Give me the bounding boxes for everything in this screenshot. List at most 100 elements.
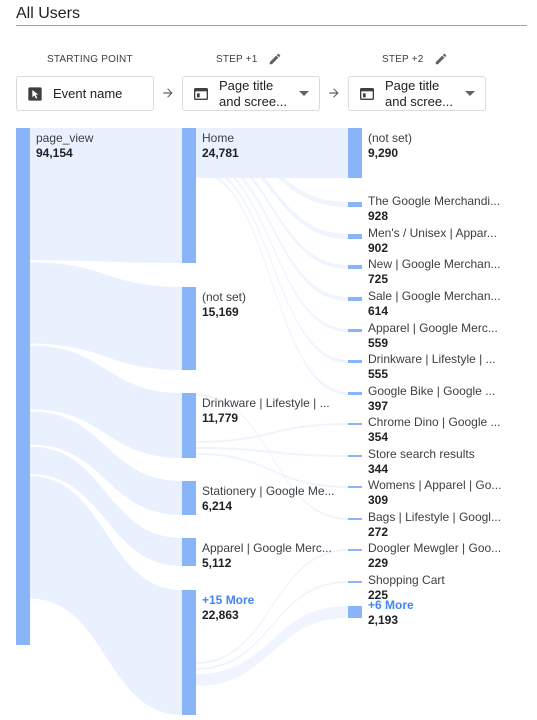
segment-title: All Users: [16, 5, 81, 22]
step-2-node-value: 225: [368, 588, 389, 602]
step-2-node-value: 397: [368, 399, 389, 413]
step-2-node-label: Men's / Unisex | Appar...: [368, 226, 497, 240]
step-2-node-label: Womens | Apparel | Go...: [368, 478, 502, 492]
cursor-icon: [28, 86, 42, 101]
step-1-node-label: Apparel | Google Merc...: [202, 541, 332, 555]
flow-ribbon: [196, 164, 348, 363]
step-2-node-bar[interactable]: [348, 423, 362, 425]
step-1-dimension-label: Page title and scree...: [219, 77, 287, 109]
step-2-node-label: Sale | Google Merchan...: [368, 289, 501, 303]
step-1-node-value: 11,779: [202, 411, 239, 425]
step-2-node-label: The Google Merchandi...: [368, 194, 501, 208]
step-1-node-bar[interactable]: [182, 128, 196, 263]
flow-ribbon: [196, 423, 348, 443]
start-node-value: 94,154: [36, 146, 73, 160]
step-1-dimension-selector[interactable]: Page title and scree...: [182, 76, 320, 111]
segment-divider: [16, 25, 527, 26]
column-label-step-2: STEP +2: [382, 54, 424, 65]
step-2-node-bar[interactable]: [348, 518, 362, 520]
step-2-node-label: Bags | Lifestyle | Googl...: [368, 510, 501, 524]
step-2-node-value: 229: [368, 556, 389, 570]
step-1-node-label: (not set): [202, 290, 247, 304]
step-2-more-link[interactable]: +6 More: [368, 598, 414, 612]
step-2-node-label: Doogler Mewgler | Goo...: [368, 541, 502, 555]
step-2-node-bar[interactable]: [348, 455, 362, 457]
step-1-node-bar[interactable]: [182, 590, 196, 715]
step-2-node-label: Shopping Cart: [368, 573, 445, 587]
step-2-node-label: Drinkware | Lifestyle | ...: [368, 352, 496, 366]
step-1-node-bar[interactable]: [182, 538, 196, 566]
step-2-dimension-label: Page title and scree...: [385, 77, 453, 109]
start-node-bar[interactable]: [16, 128, 30, 645]
step-1-node-bar[interactable]: [182, 393, 196, 458]
step-2-node-bar[interactable]: [348, 360, 362, 363]
step-1-node-label: Stationery | Google Me...: [202, 484, 335, 498]
step-1-node-bar[interactable]: [182, 481, 196, 515]
flow-ribbon: [196, 170, 348, 395]
starting-point-dimension-selector[interactable]: Event name: [16, 76, 154, 111]
page-icon: [194, 87, 208, 100]
flow-ribbon: [196, 549, 348, 664]
flow-ribbon: [196, 128, 348, 178]
flow-ribbon: [196, 158, 348, 332]
step-2-dimension-selector[interactable]: Page title and scree...: [348, 76, 486, 111]
step-2-node-bar[interactable]: [348, 128, 362, 178]
step-1-node-label: Home: [202, 131, 235, 145]
column-label-step-1: STEP +1: [216, 54, 258, 65]
arrow-right-icon: [163, 88, 173, 98]
flow-ribbon: [196, 134, 348, 207]
step-2-node-label: Google Bike | Google ...: [368, 384, 496, 398]
step-1-node-label: Drinkware | Lifestyle | ...: [202, 396, 330, 410]
step-1-node-value: 6,214: [202, 499, 233, 513]
step-2-node-value: 354: [368, 430, 389, 444]
step-2-node-value: 614: [368, 304, 389, 318]
dropdown-caret-icon: [465, 91, 475, 96]
step-2-node-bar[interactable]: [348, 549, 362, 551]
flow-ribbon: [196, 152, 348, 301]
step-2-node-bar[interactable]: [348, 297, 362, 301]
page-icon: [360, 87, 374, 100]
flow-ribbon: [196, 606, 348, 686]
step-2-node-label: (not set): [368, 131, 413, 145]
step-2-node-bar[interactable]: [348, 581, 362, 583]
flow-ribbon: [30, 411, 182, 515]
flow-ribbon: [196, 146, 348, 269]
step-2-node-value: 725: [368, 272, 389, 286]
column-label-starting-point: STARTING POINT: [47, 54, 133, 65]
step-2-node-bar[interactable]: [348, 234, 362, 239]
flow-ribbon: [196, 581, 348, 670]
step-2-node-value: 928: [368, 209, 389, 223]
edit-step-1-pencil-icon[interactable]: [268, 52, 282, 66]
flow-ribbon: [30, 345, 182, 458]
step-2-node-label: Apparel | Google Merc...: [368, 321, 498, 335]
step-2-node-value: 309: [368, 493, 389, 507]
step-1-node-bar[interactable]: [182, 287, 196, 370]
arrow-right-icon: [329, 88, 339, 98]
step-1-node-value: 24,781: [202, 146, 239, 160]
step-2-node-bar[interactable]: [348, 265, 362, 269]
flow-ribbon: [196, 447, 348, 457]
flow-ribbon: [196, 140, 348, 239]
flow-ribbon: [30, 476, 182, 715]
step-2-node-value: 559: [368, 336, 389, 350]
edit-step-2-pencil-icon[interactable]: [434, 52, 448, 66]
step-2-node-bar[interactable]: [348, 392, 362, 395]
step-2-node-label: Store search results: [368, 447, 475, 461]
dropdown-caret-icon: [299, 91, 309, 96]
step-2-node-label: Chrome Dino | Google ...: [368, 415, 501, 429]
flow-ribbon: [30, 446, 182, 566]
step-1-node-value: 5,112: [202, 556, 232, 570]
step-2-node-value: 9,290: [368, 146, 399, 160]
flow-ribbon: [30, 128, 182, 263]
step-1-node-value: 15,169: [202, 305, 239, 319]
step-2-node-bar[interactable]: [348, 606, 362, 618]
step-2-node-value: 2,193: [368, 613, 399, 627]
starting-point-dimension-label: Event name: [53, 85, 123, 101]
step-2-node-bar[interactable]: [348, 486, 362, 488]
flow-ribbon: [196, 453, 348, 488]
step-2-node-bar[interactable]: [348, 202, 362, 207]
step-2-node-bar[interactable]: [348, 329, 362, 332]
step-1-more-link[interactable]: +15 More: [202, 593, 255, 607]
start-node-label: page_view: [36, 131, 94, 145]
